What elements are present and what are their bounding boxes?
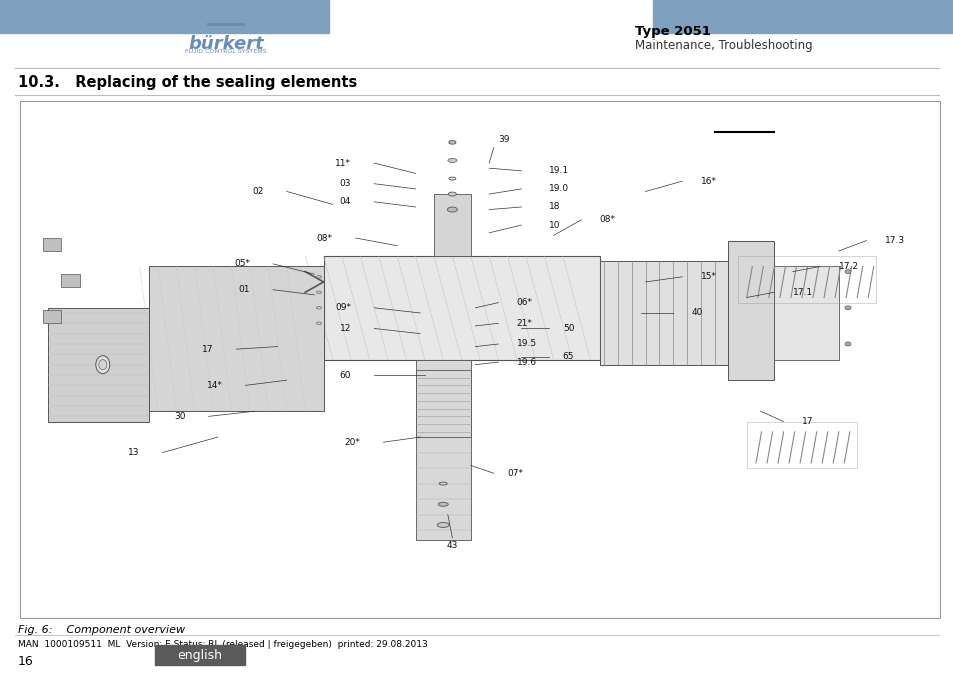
Text: 19.5: 19.5	[517, 339, 537, 349]
Text: 04: 04	[339, 197, 351, 207]
Bar	[43, 238, 61, 251]
Ellipse shape	[844, 342, 850, 346]
Bar	[746, 421, 857, 468]
Bar	[774, 267, 838, 359]
Bar	[0, 0, 329, 33]
Bar	[416, 359, 471, 540]
Text: 17: 17	[801, 417, 813, 426]
Text: 19.1: 19.1	[548, 166, 569, 175]
Text: Type 2051: Type 2051	[635, 25, 710, 38]
Ellipse shape	[436, 522, 449, 528]
Ellipse shape	[99, 359, 107, 369]
Ellipse shape	[449, 177, 456, 180]
Text: 08*: 08*	[599, 215, 615, 224]
Ellipse shape	[844, 270, 850, 274]
Text: 08*: 08*	[316, 234, 333, 242]
Text: 17.2: 17.2	[838, 262, 858, 271]
Ellipse shape	[438, 482, 447, 485]
Text: 06*: 06*	[517, 298, 532, 307]
Ellipse shape	[447, 158, 456, 162]
Ellipse shape	[844, 306, 850, 310]
Ellipse shape	[316, 322, 321, 324]
Text: 39: 39	[497, 135, 509, 144]
Text: FLUID CONTROL SYSTEMS: FLUID CONTROL SYSTEMS	[185, 49, 267, 54]
Bar	[154, 645, 245, 665]
Text: english: english	[177, 649, 222, 662]
Text: 14*: 14*	[206, 381, 222, 390]
Text: 07*: 07*	[507, 468, 523, 478]
Text: 13: 13	[128, 448, 139, 457]
Text: 02: 02	[253, 187, 264, 196]
Bar	[737, 256, 875, 303]
Ellipse shape	[449, 141, 456, 144]
Ellipse shape	[316, 275, 321, 278]
Bar	[434, 194, 471, 256]
Bar	[323, 256, 599, 359]
Ellipse shape	[95, 355, 110, 374]
Bar	[599, 261, 728, 365]
Ellipse shape	[447, 207, 456, 212]
Bar	[149, 267, 323, 411]
Text: 65: 65	[562, 353, 574, 361]
Text: 10.3.   Replacing of the sealing elements: 10.3. Replacing of the sealing elements	[18, 75, 356, 90]
Text: 17.1: 17.1	[792, 288, 812, 297]
Bar	[728, 240, 774, 380]
Bar	[20, 101, 939, 618]
Text: 19.0: 19.0	[548, 184, 569, 193]
Ellipse shape	[316, 291, 321, 293]
Text: 43: 43	[446, 541, 457, 550]
Text: 50: 50	[562, 324, 574, 333]
Text: 16: 16	[18, 655, 33, 668]
Text: 09*: 09*	[335, 304, 351, 312]
Text: 17: 17	[201, 345, 213, 353]
Text: 19.6: 19.6	[517, 357, 537, 367]
Text: 40: 40	[691, 308, 702, 318]
Text: 12: 12	[339, 324, 351, 333]
Text: 60: 60	[339, 371, 351, 380]
Text: 15*: 15*	[700, 273, 716, 281]
Bar	[43, 310, 61, 323]
Text: 20*: 20*	[344, 437, 360, 447]
Ellipse shape	[437, 502, 448, 506]
Text: 10: 10	[548, 221, 560, 229]
Bar	[48, 308, 149, 421]
Bar	[652, 0, 953, 33]
Text: 01: 01	[238, 285, 250, 294]
Bar	[61, 274, 80, 287]
Text: bürkert: bürkert	[188, 35, 264, 53]
Text: 03: 03	[339, 179, 351, 188]
Ellipse shape	[448, 192, 456, 196]
Text: 16*: 16*	[700, 176, 716, 186]
Text: 18: 18	[548, 203, 560, 211]
Text: Fig. 6:    Component overview: Fig. 6: Component overview	[18, 625, 185, 635]
Text: 21*: 21*	[517, 319, 532, 328]
Bar	[416, 370, 471, 437]
Text: MAN  1000109511  ML  Version: E Status: RL (released | freigegeben)  printed: 29: MAN 1000109511 ML Version: E Status: RL …	[18, 640, 427, 649]
Text: Maintenance, Troubleshooting: Maintenance, Troubleshooting	[635, 39, 812, 52]
Text: 11*: 11*	[335, 159, 351, 168]
Text: 30: 30	[173, 412, 186, 421]
Ellipse shape	[316, 306, 321, 309]
Text: 17.3: 17.3	[883, 236, 904, 245]
Text: 05*: 05*	[233, 259, 250, 269]
